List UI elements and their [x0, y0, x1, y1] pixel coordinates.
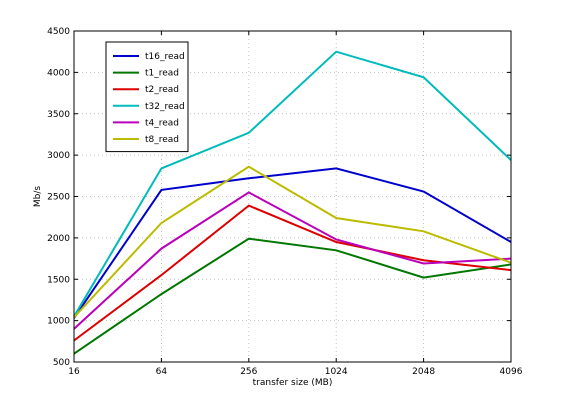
y-tick-label: 3000 — [47, 151, 70, 161]
legend: t16_read t1_read t2_read t32_read t4_read t8_… — [105, 41, 189, 153]
x-tick-label: 256 — [240, 367, 257, 377]
series-line-t32-read — [73, 50, 512, 318]
y-tick-label: 4000 — [47, 68, 70, 78]
y-tick-label: 2500 — [47, 193, 70, 203]
x-tick-label: 2048 — [412, 367, 435, 377]
x-axis-label: transfer size (MB) — [253, 378, 333, 388]
legend-label: t4_read — [145, 118, 179, 128]
series-line-t16-read — [73, 167, 512, 319]
y-tick-label: 2000 — [47, 234, 70, 244]
y-tick-label: 3500 — [47, 110, 70, 120]
legend-label: t16_read — [145, 52, 185, 62]
legend-box — [105, 41, 189, 153]
y-tick-label: 4500 — [47, 27, 70, 37]
y-tick-label: 1500 — [47, 275, 70, 285]
axis-ticks: 16 64 256 1024 2048 4096 500 1000 1500 2000 2500 30… — [47, 27, 523, 377]
x-tick-label: 1024 — [325, 367, 348, 377]
legend-label: t2_read — [145, 85, 179, 95]
x-tick-label: 4096 — [500, 367, 523, 377]
series-line-t1-read — [73, 237, 512, 355]
x-tick-label: 16 — [68, 367, 80, 377]
series-line-t8-read — [73, 165, 512, 318]
x-tick-label: 64 — [156, 367, 168, 377]
legend-label: t8_read — [145, 135, 179, 145]
series-line-t4-read — [73, 191, 512, 330]
legend-label: t32_read — [145, 102, 185, 112]
series-lines — [73, 50, 512, 355]
y-tick-label: 500 — [53, 358, 70, 368]
y-axis-label: Mb/s — [33, 186, 43, 208]
y-tick-label: 1000 — [47, 317, 70, 327]
series-line-t2-read — [73, 204, 512, 342]
legend-label: t1_read — [145, 69, 179, 79]
